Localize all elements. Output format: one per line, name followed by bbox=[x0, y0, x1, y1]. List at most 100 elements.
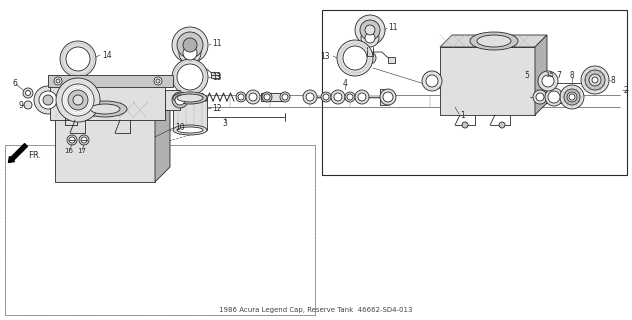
FancyArrow shape bbox=[8, 144, 27, 163]
Bar bbox=[5, 145, 315, 315]
Bar bbox=[211, 72, 219, 78]
Circle shape bbox=[331, 90, 345, 104]
Circle shape bbox=[560, 85, 584, 109]
Text: 1: 1 bbox=[460, 110, 465, 119]
Ellipse shape bbox=[43, 95, 53, 105]
Bar bbox=[388, 57, 395, 63]
Circle shape bbox=[67, 135, 77, 145]
Circle shape bbox=[347, 94, 353, 100]
Ellipse shape bbox=[470, 32, 518, 50]
Text: 14: 14 bbox=[102, 51, 112, 60]
Ellipse shape bbox=[173, 125, 207, 135]
Polygon shape bbox=[155, 102, 170, 182]
Circle shape bbox=[581, 66, 609, 94]
Text: 6: 6 bbox=[12, 78, 17, 87]
Ellipse shape bbox=[177, 127, 203, 133]
Circle shape bbox=[60, 41, 96, 77]
Circle shape bbox=[68, 90, 88, 110]
Circle shape bbox=[79, 135, 89, 145]
Text: 8: 8 bbox=[611, 76, 616, 84]
Circle shape bbox=[334, 93, 342, 101]
Circle shape bbox=[177, 64, 203, 90]
Circle shape bbox=[542, 75, 554, 87]
Bar bbox=[5, 145, 315, 315]
Circle shape bbox=[585, 70, 605, 90]
Circle shape bbox=[282, 94, 288, 100]
Text: 2: 2 bbox=[624, 85, 629, 94]
Bar bbox=[173, 98, 207, 130]
Ellipse shape bbox=[175, 95, 185, 105]
Text: 17: 17 bbox=[77, 148, 86, 154]
Circle shape bbox=[343, 46, 367, 70]
Circle shape bbox=[383, 92, 393, 102]
Polygon shape bbox=[55, 102, 170, 117]
Ellipse shape bbox=[426, 75, 438, 87]
Circle shape bbox=[538, 71, 558, 91]
Circle shape bbox=[360, 20, 380, 40]
Circle shape bbox=[355, 15, 385, 45]
Circle shape bbox=[361, 29, 379, 47]
Circle shape bbox=[179, 42, 201, 64]
Text: 4: 4 bbox=[343, 78, 348, 87]
Circle shape bbox=[499, 122, 505, 128]
Polygon shape bbox=[440, 35, 547, 47]
Circle shape bbox=[365, 25, 375, 35]
Circle shape bbox=[569, 94, 575, 100]
Circle shape bbox=[264, 94, 270, 100]
Bar bbox=[55, 117, 155, 182]
Circle shape bbox=[337, 40, 373, 76]
Circle shape bbox=[533, 90, 547, 104]
Circle shape bbox=[23, 88, 33, 98]
Circle shape bbox=[185, 73, 195, 83]
Circle shape bbox=[364, 52, 376, 64]
Ellipse shape bbox=[177, 94, 203, 102]
Circle shape bbox=[154, 77, 162, 85]
Ellipse shape bbox=[34, 86, 62, 114]
Circle shape bbox=[177, 32, 203, 58]
Ellipse shape bbox=[83, 101, 127, 117]
Circle shape bbox=[303, 90, 317, 104]
Circle shape bbox=[24, 101, 32, 109]
Text: FR.: FR. bbox=[28, 150, 41, 159]
Text: 9: 9 bbox=[18, 100, 23, 109]
Circle shape bbox=[156, 79, 160, 83]
Circle shape bbox=[182, 70, 198, 86]
Circle shape bbox=[462, 122, 468, 128]
Text: 11: 11 bbox=[388, 22, 398, 31]
Text: 7: 7 bbox=[556, 70, 561, 79]
Text: 8: 8 bbox=[570, 70, 574, 79]
Circle shape bbox=[358, 93, 366, 101]
Circle shape bbox=[183, 46, 197, 60]
Bar bbox=[50, 80, 165, 120]
Circle shape bbox=[236, 92, 246, 102]
Bar bbox=[530, 91, 570, 103]
Circle shape bbox=[172, 59, 208, 95]
Text: 16: 16 bbox=[64, 148, 73, 154]
Circle shape bbox=[306, 93, 314, 101]
Text: 11: 11 bbox=[212, 38, 221, 47]
Ellipse shape bbox=[477, 35, 511, 47]
Circle shape bbox=[62, 84, 94, 116]
Circle shape bbox=[589, 74, 601, 86]
Ellipse shape bbox=[173, 92, 207, 104]
Bar bbox=[261, 93, 285, 101]
Text: 12: 12 bbox=[212, 103, 221, 113]
Circle shape bbox=[54, 77, 62, 85]
Ellipse shape bbox=[422, 71, 442, 91]
Text: 15: 15 bbox=[545, 72, 554, 78]
Bar bbox=[165, 90, 180, 110]
Circle shape bbox=[567, 92, 577, 102]
Circle shape bbox=[183, 38, 197, 52]
Circle shape bbox=[249, 93, 257, 101]
Ellipse shape bbox=[90, 104, 120, 114]
Circle shape bbox=[56, 79, 60, 83]
Text: 1986 Acura Legend Cap, Reserve Tank  46662-SD4-013: 1986 Acura Legend Cap, Reserve Tank 4666… bbox=[219, 307, 413, 313]
Text: 3: 3 bbox=[222, 118, 228, 127]
Circle shape bbox=[246, 90, 260, 104]
Bar bbox=[380, 89, 388, 105]
Polygon shape bbox=[535, 35, 547, 115]
Circle shape bbox=[73, 95, 83, 105]
Text: 13: 13 bbox=[320, 52, 330, 60]
Circle shape bbox=[238, 94, 244, 100]
Circle shape bbox=[81, 137, 87, 143]
